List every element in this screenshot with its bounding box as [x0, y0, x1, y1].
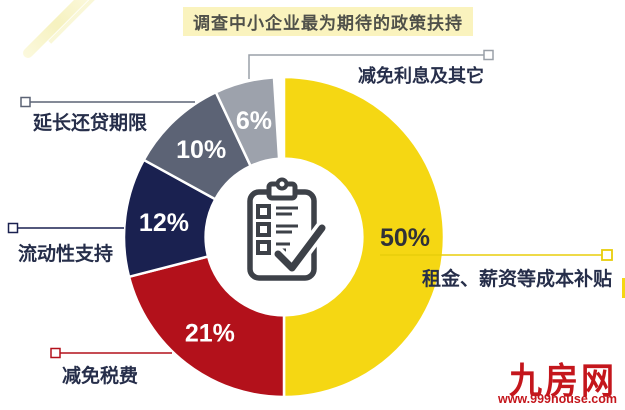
- site-url[interactable]: www.999house.com: [497, 392, 617, 406]
- callout-label-tax: 减免税费: [62, 366, 139, 387]
- leader-square-liquidity: [7, 222, 19, 234]
- pct-label-loan: 10%: [176, 136, 226, 164]
- callout-label-interest: 减免利息及其它: [358, 66, 484, 86]
- donut-chart: 50% 21% 12% 10% 6%: [122, 75, 446, 399]
- leader-square-rent: [601, 249, 613, 261]
- leader-square-loan: [20, 96, 31, 108]
- pct-label-rent: 50%: [380, 224, 430, 252]
- callout-label-liquidity: 流动性支持: [18, 244, 114, 265]
- right-edge-marker: [622, 278, 625, 298]
- site-logo: 九房网: [509, 360, 617, 401]
- checklist-clipboard-icon: [247, 177, 329, 281]
- slice-interest[interactable]: [214, 75, 281, 168]
- callout-label-loan: 延长还贷期限: [33, 113, 148, 134]
- pct-label-tax: 21%: [185, 320, 235, 348]
- leader-square-tax: [50, 347, 61, 359]
- callout-label-rent: 租金、薪资等成本补贴: [421, 269, 612, 290]
- slice-tax[interactable]: [127, 254, 286, 399]
- page-title: 调查中小企业最为期待的政策扶持: [183, 7, 473, 36]
- pct-label-interest: 6%: [236, 107, 272, 135]
- pct-label-liquidity: 12%: [139, 209, 189, 237]
- slice-rent[interactable]: [282, 75, 446, 399]
- leader-square-interest: [483, 49, 494, 61]
